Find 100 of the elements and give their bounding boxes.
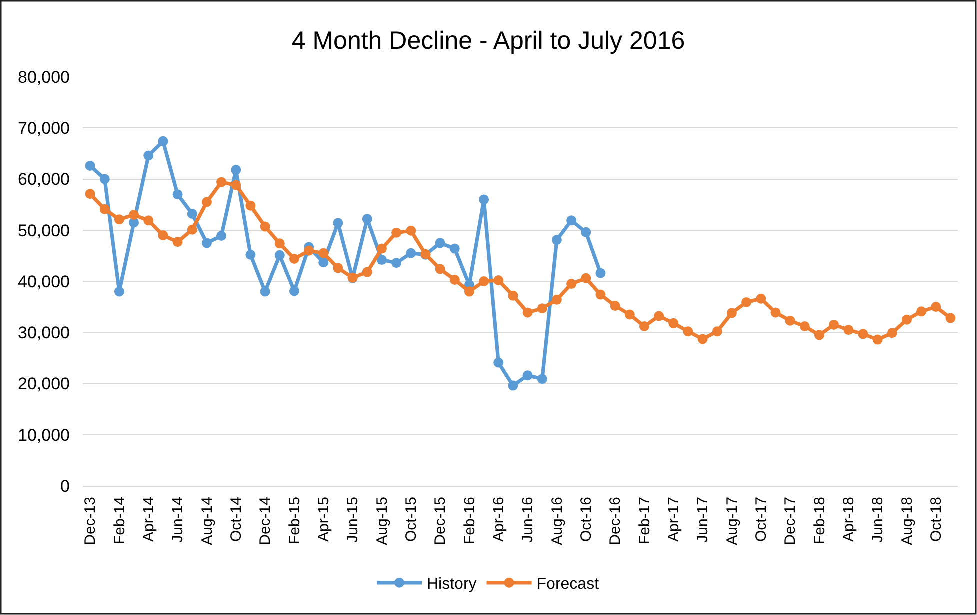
point bbox=[450, 274, 460, 285]
point bbox=[144, 216, 154, 226]
y-tick-label: 30,000 bbox=[18, 324, 70, 343]
point bbox=[318, 258, 329, 268]
point bbox=[566, 279, 577, 290]
x-tick-label: Oct-15 bbox=[403, 497, 420, 542]
point bbox=[100, 204, 110, 214]
point bbox=[158, 136, 168, 146]
point bbox=[172, 190, 183, 200]
point bbox=[144, 150, 154, 161]
point bbox=[260, 222, 270, 232]
point bbox=[552, 294, 562, 305]
point bbox=[522, 370, 533, 381]
x-tick-label: Jun-18 bbox=[870, 497, 887, 543]
point bbox=[712, 326, 722, 337]
point bbox=[552, 235, 562, 246]
x-tick-label: Aug-18 bbox=[898, 497, 916, 546]
x-tick-label: Apr-18 bbox=[840, 497, 858, 542]
x-tick-label: Oct-17 bbox=[753, 497, 770, 542]
point bbox=[158, 230, 168, 240]
point bbox=[85, 189, 96, 200]
point bbox=[931, 302, 942, 312]
point bbox=[581, 227, 592, 238]
point bbox=[946, 313, 956, 324]
point bbox=[392, 258, 402, 268]
point bbox=[246, 200, 256, 211]
point bbox=[916, 306, 927, 317]
x-tick-label: Aug-14 bbox=[198, 497, 216, 546]
point bbox=[376, 244, 387, 254]
point bbox=[596, 290, 606, 300]
point bbox=[639, 321, 650, 332]
x-tick-label: Aug-15 bbox=[374, 497, 391, 546]
point bbox=[376, 255, 387, 266]
x-tick-label: Aug-16 bbox=[548, 497, 566, 546]
point bbox=[522, 308, 533, 318]
point bbox=[216, 177, 227, 188]
point bbox=[392, 228, 402, 238]
point bbox=[887, 328, 898, 338]
point bbox=[858, 329, 868, 340]
point bbox=[494, 358, 504, 368]
point bbox=[596, 268, 606, 278]
point bbox=[187, 224, 198, 235]
point bbox=[435, 264, 446, 274]
point bbox=[362, 214, 372, 224]
point bbox=[260, 286, 270, 297]
x-tick-label: Oct-18 bbox=[928, 497, 946, 542]
point bbox=[464, 286, 474, 297]
point bbox=[289, 254, 300, 264]
point bbox=[479, 276, 490, 286]
y-tick-label: 10,000 bbox=[18, 426, 70, 445]
x-tick-label: Jun-16 bbox=[520, 497, 537, 543]
x-tick-label: Dec-15 bbox=[432, 497, 450, 546]
chart-title: 4 Month Decline - April to July 2016 bbox=[292, 26, 686, 55]
point bbox=[785, 316, 796, 326]
point bbox=[246, 250, 256, 260]
y-tick-label: 70,000 bbox=[18, 119, 70, 138]
point bbox=[844, 325, 854, 336]
point bbox=[435, 238, 446, 248]
point bbox=[231, 165, 242, 176]
point bbox=[202, 197, 212, 208]
x-tick-label: Oct-16 bbox=[578, 497, 596, 542]
y-tick-label: 60,000 bbox=[18, 170, 70, 190]
y-tick-label: 40,000 bbox=[18, 272, 70, 292]
point bbox=[872, 334, 883, 345]
point bbox=[581, 273, 592, 284]
x-tick-label: Dec-17 bbox=[782, 497, 800, 546]
x-tick-label: Feb-14 bbox=[111, 497, 128, 545]
x-tick-label: Feb-18 bbox=[811, 497, 828, 545]
point bbox=[231, 180, 242, 190]
point bbox=[333, 218, 344, 228]
point bbox=[770, 308, 781, 318]
point bbox=[726, 308, 737, 318]
point bbox=[508, 290, 518, 301]
point bbox=[187, 209, 198, 220]
point bbox=[829, 320, 840, 330]
x-tick-label: Oct-14 bbox=[228, 497, 246, 542]
x-tick-label: Jun-15 bbox=[344, 497, 362, 543]
y-tick-label: 80,000 bbox=[18, 68, 70, 87]
point bbox=[333, 263, 344, 274]
x-tick-label: Dec-16 bbox=[607, 497, 624, 546]
point bbox=[100, 174, 110, 184]
point bbox=[800, 321, 810, 332]
x-tick-label: Aug-17 bbox=[724, 497, 741, 546]
point bbox=[683, 326, 694, 337]
point bbox=[537, 304, 548, 314]
point bbox=[274, 250, 285, 260]
point bbox=[479, 194, 490, 205]
point bbox=[668, 318, 679, 328]
point bbox=[742, 297, 752, 308]
point bbox=[450, 244, 460, 254]
point bbox=[654, 311, 664, 322]
point bbox=[406, 226, 416, 236]
x-tick-label: Dec-14 bbox=[257, 497, 274, 546]
point bbox=[274, 238, 285, 249]
point bbox=[202, 238, 212, 248]
point bbox=[814, 330, 824, 340]
point bbox=[566, 216, 577, 226]
point bbox=[172, 237, 183, 248]
point bbox=[85, 160, 96, 171]
y-tick-label: 20,000 bbox=[18, 374, 70, 394]
